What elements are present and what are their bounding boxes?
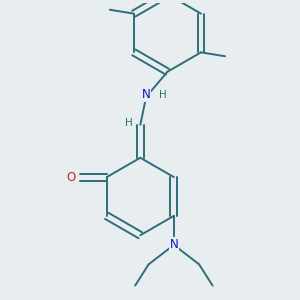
- Text: N: N: [169, 238, 178, 251]
- Text: O: O: [67, 171, 76, 184]
- Text: H: H: [158, 90, 166, 100]
- Text: H: H: [125, 118, 133, 128]
- Text: N: N: [142, 88, 151, 101]
